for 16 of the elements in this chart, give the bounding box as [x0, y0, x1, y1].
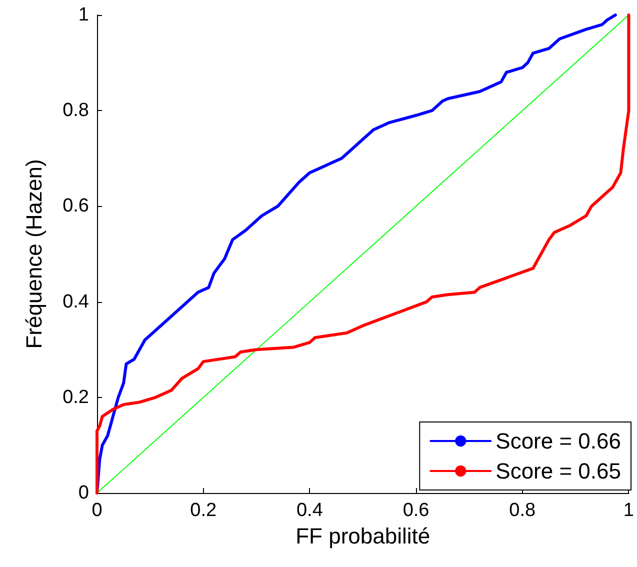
- legend-label: Score = 0.66: [496, 428, 622, 454]
- y-tick-label: 1: [78, 4, 89, 26]
- y-tick-label: 0.4: [62, 291, 90, 312]
- y-tick-label: 0.2: [62, 386, 89, 408]
- x-axis-title: FF probabilité: [296, 523, 430, 548]
- x-tick-label: 0.6: [402, 500, 430, 521]
- y-tick-label: 0.8: [62, 100, 89, 122]
- x-tick-label: 0.4: [296, 500, 324, 521]
- x-tick-label: 0.2: [190, 500, 217, 521]
- x-tick-label: 1: [623, 500, 634, 521]
- y-tick-label: 0: [78, 482, 89, 504]
- y-axis-title: Fréquence (Hazen): [22, 159, 46, 349]
- legend-label: Score = 0.65: [496, 458, 622, 484]
- y-tick-label: 0.6: [62, 196, 89, 217]
- x-tick-label: 0.8: [509, 500, 536, 521]
- x-tick-label: 0: [92, 500, 102, 521]
